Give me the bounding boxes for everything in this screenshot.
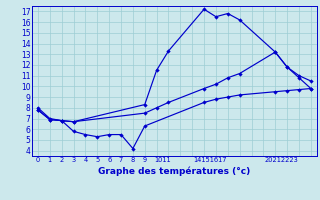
X-axis label: Graphe des températures (°c): Graphe des températures (°c) (98, 166, 251, 176)
